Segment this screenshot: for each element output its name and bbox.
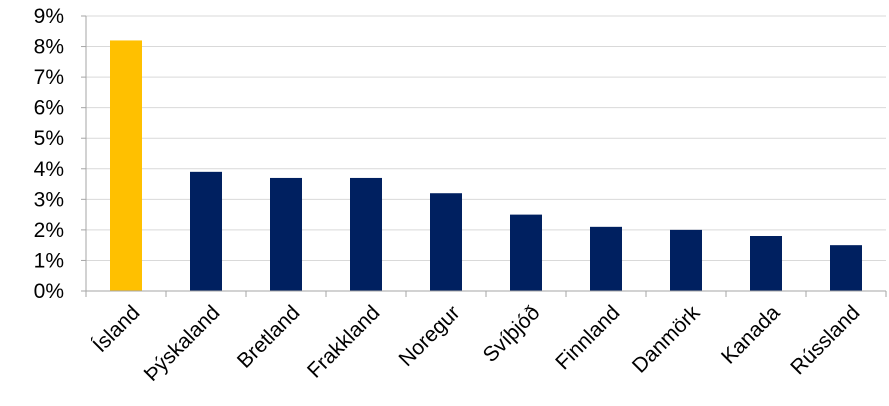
bars	[110, 40, 862, 291]
y-tick-label: 0%	[34, 280, 64, 303]
bar	[110, 40, 142, 291]
x-category-label: Bretland	[233, 301, 305, 373]
bar	[590, 226, 622, 291]
bar	[350, 177, 382, 291]
y-tick-label: 3%	[34, 188, 64, 211]
y-tick-label: 1%	[34, 249, 64, 272]
bar	[270, 177, 302, 291]
x-category-label: Þýskaland	[140, 301, 225, 386]
bar	[830, 245, 862, 291]
x-category-label: Frakkland	[303, 301, 384, 382]
y-tick-label: 6%	[34, 97, 64, 120]
y-axis-tick-labels: 0% 1% 2% 3% 4% 5% 6% 7% 8% 9%	[34, 5, 64, 303]
x-category-label: Danmörk	[628, 301, 705, 378]
y-tick-label: 8%	[34, 36, 64, 59]
y-tick-label: 5%	[34, 127, 64, 150]
y-tick-label: 7%	[34, 66, 64, 89]
y-tick-label: 2%	[34, 219, 64, 242]
x-category-label: Ísland	[89, 301, 145, 357]
bar	[430, 193, 462, 291]
x-category-label: Finnland	[551, 301, 624, 374]
bar	[190, 171, 222, 291]
bar	[750, 236, 782, 291]
bar	[670, 229, 702, 291]
bar	[510, 214, 542, 291]
x-category-label: Kanada	[717, 301, 785, 369]
y-tick-label: 4%	[34, 158, 64, 181]
x-category-label: Noregur	[395, 301, 465, 371]
x-category-label: Rússland	[786, 301, 864, 379]
y-tick-label: 9%	[34, 5, 64, 28]
x-category-label: Svíþjóð	[479, 301, 545, 367]
axes	[81, 15, 887, 297]
